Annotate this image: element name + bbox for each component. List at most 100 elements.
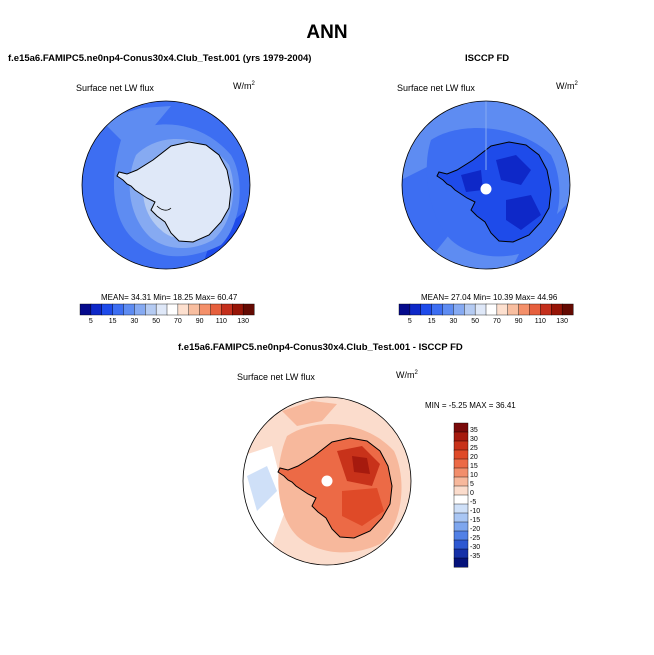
panel-2-variable: Surface net LW flux xyxy=(397,83,475,93)
colorbar-3-swatch xyxy=(453,458,469,469)
figure-title: ANN xyxy=(306,22,348,43)
colorbar-3-swatch xyxy=(453,449,469,460)
map-3-pole-missing xyxy=(321,475,333,487)
colorbar-1-swatch xyxy=(134,303,146,316)
colorbar-1-swatch xyxy=(123,303,135,316)
map-3 xyxy=(242,396,412,566)
map-1-coastline xyxy=(156,205,172,211)
map-1-region xyxy=(101,106,171,140)
colorbar-2-swatch xyxy=(529,303,541,316)
panel-1-units: W/m2 xyxy=(233,81,255,91)
colorbar-2 xyxy=(398,303,574,316)
colorbar-3-tick-label: 25 xyxy=(470,445,478,452)
colorbar-3-tick-label: 5 xyxy=(470,481,474,488)
colorbar-3-tick-label: -35 xyxy=(470,553,481,560)
map-2-region xyxy=(461,170,483,192)
colorbar-3-swatch xyxy=(453,512,469,523)
colorbar-3-tick-label: -5 xyxy=(470,499,477,506)
colorbar-2-tick-label: 90 xyxy=(514,318,523,325)
colorbar-3-ticks: 35 30 25 20 15 10 5 0 -5 -10 -15 -20 -25 -30 -35 xyxy=(470,423,500,567)
colorbar-3-swatch xyxy=(453,530,469,541)
colorbar-1-swatch xyxy=(145,303,157,316)
colorbar-2-swatch xyxy=(464,303,476,316)
colorbar-1-tick-label: 110 xyxy=(215,318,227,325)
colorbar-3-swatch xyxy=(453,539,469,550)
colorbar-1-swatch xyxy=(210,303,222,316)
colorbar-3-tick-label: 20 xyxy=(470,454,478,461)
colorbar-3-swatch xyxy=(453,548,469,559)
colorbar-1-swatch xyxy=(101,303,114,316)
colorbar-1-swatch xyxy=(232,303,244,316)
colorbar-1-tick-label: 90 xyxy=(195,318,204,325)
colorbar-3-tick-label: -30 xyxy=(470,544,481,551)
colorbar-2-swatch xyxy=(431,303,444,316)
colorbar-2-swatch xyxy=(442,303,454,316)
map-1 xyxy=(81,100,251,270)
panel-3-variable: Surface net LW flux xyxy=(237,372,315,382)
colorbar-3-tick-label: -25 xyxy=(470,535,481,542)
colorbar-1-tick-label: 130 xyxy=(237,318,249,325)
colorbar-2-swatch xyxy=(420,303,433,316)
colorbar-3-swatch xyxy=(453,521,469,532)
panel-1-variable: Surface net LW flux xyxy=(76,83,154,93)
colorbar-1-swatch xyxy=(90,303,103,316)
colorbar-1-tick-label: 15 xyxy=(108,318,117,325)
colorbar-3-swatch xyxy=(453,422,469,433)
colorbar-3-tick-label: 0 xyxy=(470,490,474,497)
colorbar-1-swatch xyxy=(155,303,168,316)
colorbar-2-swatch xyxy=(485,303,498,316)
colorbar-2-tick-label: 130 xyxy=(556,318,568,325)
colorbar-3-swatch xyxy=(453,440,469,451)
colorbar-2-swatch xyxy=(540,303,552,316)
map-3-region xyxy=(352,456,370,474)
colorbar-1 xyxy=(79,303,255,316)
map-2-region xyxy=(496,155,531,185)
colorbar-1-tick-label: 70 xyxy=(173,318,182,325)
colorbar-2-swatch xyxy=(507,303,520,316)
panel-1-title: f.e15a6.FAMIPC5.ne0np4-Conus30x4.Club_Te… xyxy=(8,53,312,64)
colorbar-1-swatch xyxy=(188,303,201,316)
panel-2-stats: MEAN= 27.04 Min= 10.39 Max= 44.96 xyxy=(421,293,558,302)
colorbar-3-swatch xyxy=(453,431,469,442)
colorbar-1-swatch xyxy=(112,303,125,316)
colorbar-3 xyxy=(453,422,469,568)
colorbar-1-tick-label: 50 xyxy=(152,318,161,325)
map-1-antarctica xyxy=(116,141,232,243)
colorbar-1-swatch xyxy=(166,303,179,316)
map-2 xyxy=(401,100,571,270)
colorbar-1-swatch xyxy=(242,303,255,316)
panel-3-title: f.e15a6.FAMIPC5.ne0np4-Conus30x4.Club_Te… xyxy=(178,342,463,353)
panel-3-stats: MIN = -5.25 MAX = 36.41 xyxy=(425,401,516,410)
colorbar-2-swatch xyxy=(453,303,465,316)
colorbar-3-swatch xyxy=(453,476,469,487)
colorbar-2-swatch xyxy=(496,303,509,316)
colorbar-3-tick-label: -15 xyxy=(470,517,481,524)
colorbar-3-swatch xyxy=(453,503,469,514)
colorbar-2-tick-label: 50 xyxy=(471,318,480,325)
colorbar-2-swatch xyxy=(561,303,574,316)
panel-2-title: ISCCP FD xyxy=(465,53,510,64)
colorbar-3-swatch xyxy=(453,467,469,478)
panel-3-units: W/m2 xyxy=(396,370,418,380)
colorbar-2-tick-label: 15 xyxy=(427,318,436,325)
colorbar-1-tick-label: 30 xyxy=(130,318,139,325)
colorbar-2-tick-label: 30 xyxy=(449,318,458,325)
colorbar-3-tick-label: -10 xyxy=(470,508,481,515)
colorbar-1-ticks: 5 15 30 50 70 90 110 130 xyxy=(80,318,254,330)
colorbar-3-tick-label: 35 xyxy=(470,427,478,434)
colorbar-2-swatch xyxy=(551,303,563,316)
colorbar-2-tick-label: 70 xyxy=(492,318,501,325)
colorbar-1-swatch xyxy=(177,303,190,316)
map-1-border xyxy=(81,100,251,270)
colorbar-1-swatch xyxy=(221,303,233,316)
colorbar-3-swatch xyxy=(453,485,469,496)
colorbar-3-tick-label: 10 xyxy=(470,472,478,479)
map-3-region xyxy=(282,401,337,426)
map-3-border xyxy=(242,396,412,566)
colorbar-1-tick-label: 5 xyxy=(88,318,93,325)
colorbar-1-swatch xyxy=(79,303,92,316)
colorbar-2-swatch xyxy=(474,303,487,316)
colorbar-3-tick-label: 15 xyxy=(470,463,478,470)
colorbar-2-tick-label: 5 xyxy=(407,318,412,325)
map-3-region xyxy=(247,466,277,511)
